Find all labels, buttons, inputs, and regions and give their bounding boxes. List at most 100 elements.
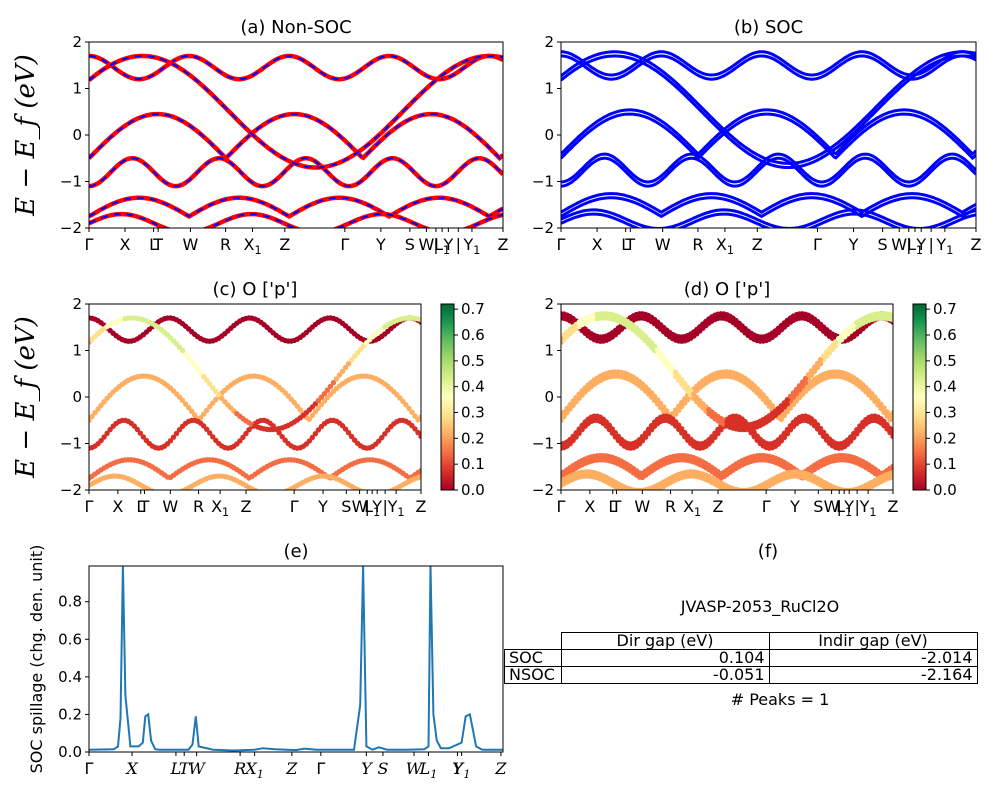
x-tick-label-c: W xyxy=(162,497,178,516)
y-tick-label-c: 2 xyxy=(72,295,82,313)
x-tick-label-c: Z xyxy=(416,497,427,516)
x-tick-label-a: Y xyxy=(442,235,453,254)
x-tick-label-a: W xyxy=(418,235,434,254)
scatter-point-c xyxy=(348,357,355,363)
scatter-point-c xyxy=(240,434,246,441)
x-tick-label-d: W xyxy=(634,497,650,516)
scatter-point-d xyxy=(567,402,573,408)
scatter-point-c xyxy=(382,431,388,437)
x-tick-label-c: R xyxy=(193,497,204,516)
scatter-point-d xyxy=(851,430,857,437)
y-tick-label-e: 0.2 xyxy=(58,705,82,723)
scatter-point-d xyxy=(657,350,664,357)
x-tick-label-b: W xyxy=(655,235,671,254)
scatter-point-d xyxy=(745,492,750,497)
scatter-point-d xyxy=(676,403,682,409)
scatter-point-d xyxy=(887,425,893,432)
table-row: SOC 0.104 -2.014 xyxy=(504,649,978,667)
scatter-point-c xyxy=(179,397,186,404)
x-tick-label-c: X xyxy=(112,497,123,516)
scatter-point-d xyxy=(814,360,821,367)
x-tick-label-a: | xyxy=(433,235,438,254)
y-tick-label-e: 0.6 xyxy=(58,630,82,648)
panel-title-a: (a) Non-SOC xyxy=(240,17,351,38)
scatter-point-c xyxy=(101,434,107,440)
spillage-line xyxy=(89,566,503,752)
y-tick-label-c: 1 xyxy=(72,342,82,360)
scatter-point-c xyxy=(364,491,369,496)
scatter-point-d xyxy=(851,491,856,496)
scatter-point-d xyxy=(739,492,744,497)
scatter-point-c xyxy=(324,387,331,393)
x-tick-label-a: W xyxy=(183,235,199,254)
scatter-point-d xyxy=(820,353,827,359)
x-tick-label-d: R xyxy=(665,497,676,516)
scatter-point-c xyxy=(95,406,101,412)
cell-nsoc-indir: -2.164 xyxy=(768,666,978,684)
colorbar-tick-label-d: 0.0 xyxy=(933,481,957,499)
scatter-point-c xyxy=(185,404,192,411)
scatter-point-d xyxy=(790,390,797,396)
scatter-point-d xyxy=(663,358,670,364)
y-tick-label-d: 1 xyxy=(544,342,554,360)
scatter-point-c xyxy=(297,407,303,413)
scatter-point-c xyxy=(194,366,201,372)
scatter-point-c xyxy=(345,361,352,367)
band-line-2-down xyxy=(561,152,976,184)
scatter-point-c xyxy=(348,433,355,440)
scatter-point-c xyxy=(134,426,140,433)
x-tick-label-a: Γ xyxy=(340,235,349,254)
scatter-point-d xyxy=(642,430,649,436)
panel-title-c: (c) O ['p'] xyxy=(213,279,298,300)
scatter-point-d xyxy=(570,398,576,404)
scatter-point-d xyxy=(890,312,893,319)
scatter-point-c xyxy=(306,438,313,444)
scatter-point-d xyxy=(751,490,756,495)
scatter-point-c xyxy=(418,467,421,474)
scatter-point-c xyxy=(273,492,278,497)
scatter-point-c xyxy=(276,430,282,436)
y-tick-label-d: 0 xyxy=(544,388,554,406)
y-axis-label-c: E − E_f (eV) xyxy=(11,316,41,479)
scatter-point-d xyxy=(817,356,824,363)
scatter-point-d xyxy=(669,365,676,372)
scatter-point-d xyxy=(796,383,803,389)
scatter-point-c xyxy=(418,316,421,323)
scatter-point-c xyxy=(204,407,210,414)
x-tick-label-d: W xyxy=(824,497,840,516)
scatter-point-c xyxy=(318,401,325,408)
x-tick-label-d: Z xyxy=(713,497,724,516)
x-tick-label-e: Y1 xyxy=(453,759,471,781)
scatter-point-d xyxy=(657,400,664,407)
scatter-point-d xyxy=(839,491,844,496)
scatter-point-d xyxy=(628,491,633,496)
scatter-point-c xyxy=(309,434,316,441)
x-tick-label-e: Γ xyxy=(85,759,94,778)
table-header-row: Dir gap (eV) Indir gap (eV) xyxy=(505,632,978,650)
scatter-point-c xyxy=(327,383,334,390)
scatter-point-c xyxy=(98,402,104,408)
scatter-point-c xyxy=(92,409,98,416)
scatter-point-d xyxy=(645,426,652,432)
y-tick-label-a: 2 xyxy=(72,33,82,51)
scatter-point-d xyxy=(814,422,821,428)
scatter-point-c xyxy=(200,373,207,380)
x-tick-label-b: T xyxy=(624,235,635,254)
y-axis-label-a: E − E_f (eV) xyxy=(11,54,41,217)
panel-title-e: (e) xyxy=(283,541,308,562)
scatter-point-d xyxy=(890,429,893,435)
x-tick-label-e: L1 xyxy=(419,759,438,781)
x-tick-label-c: Y xyxy=(317,497,328,516)
x-tick-label-d: L xyxy=(608,497,617,516)
scatter-group-d xyxy=(561,311,893,497)
scatter-point-c xyxy=(379,434,385,441)
scatter-point-c xyxy=(354,350,361,356)
scatter-point-c xyxy=(418,414,421,420)
scatter-point-c xyxy=(98,437,104,444)
x-tick-label-b: Z xyxy=(971,235,982,254)
y-tick-label-a: 0 xyxy=(72,126,82,144)
scatter-point-c xyxy=(182,401,189,407)
x-tick-label-a: X1 xyxy=(243,235,261,257)
row-label-nsoc: NSOC xyxy=(504,666,562,684)
